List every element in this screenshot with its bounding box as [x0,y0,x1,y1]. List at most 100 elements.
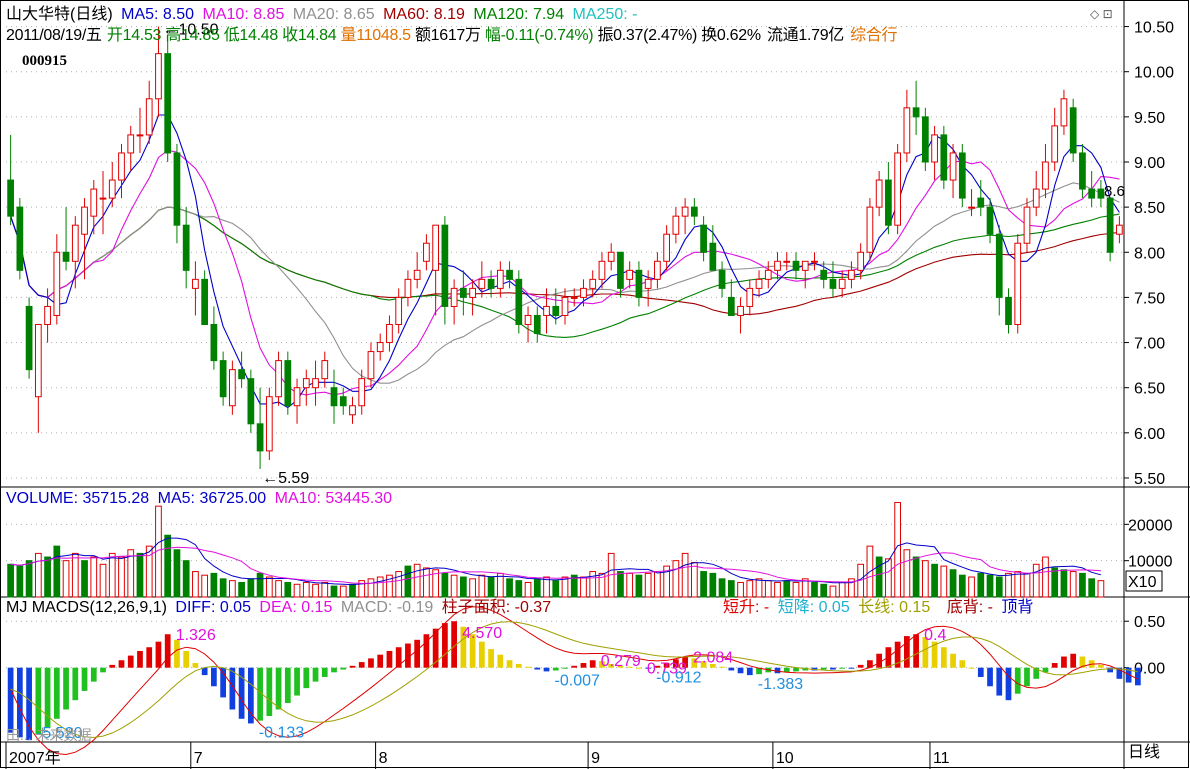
candle-body [201,278,209,325]
macd-histogram-bar [451,621,457,668]
candle [127,125,135,172]
macd-histogram-bar [164,634,171,668]
candle-body [709,242,717,271]
candle [783,252,791,271]
volume-bar [182,560,190,598]
quote-low: 低14.48 [223,27,279,44]
candle [1097,180,1105,208]
volume-bar [912,556,920,598]
candle-body [903,107,911,154]
macd-histogram-bar [515,663,522,668]
window-controls-icon[interactable]: ◇ ⊡ [1090,7,1113,21]
candle [820,261,828,289]
candle-body [977,197,985,208]
candle [912,80,920,135]
candle [866,198,874,262]
macd-histogram-bar [894,641,901,668]
candle [459,270,467,316]
candle-body [515,278,523,325]
candle [330,369,338,424]
candle-body [866,206,874,253]
volume-bar [358,580,366,598]
macd-histogram-bar [1051,663,1058,668]
quote-float: 流通1.79亿 [766,27,844,44]
candle-body [450,287,458,307]
volume-bar [635,574,643,598]
macd-histogram-bar [663,663,670,668]
macd-dea-line [10,621,1139,739]
volume-bar [192,571,199,598]
volume-bar [238,581,245,598]
candle [1005,288,1012,334]
candle [1042,143,1049,199]
candle-body [921,116,929,163]
volume-bar [700,571,707,598]
volume-bar [977,572,985,598]
macd-histogram-bar [266,667,273,716]
macd-histogram-bar [1116,667,1123,679]
volume-bar [617,571,624,598]
macd-histogram-bar [90,667,97,682]
quote-open: 开14.53 [106,27,162,44]
macd-macd: MACD: -0.19 [340,599,434,616]
candle [885,161,892,235]
volume-bar [1023,572,1031,598]
candle-body [293,387,301,407]
macd-histogram-bar [580,663,587,668]
macd-histogram-bar [7,667,14,733]
volume-bar [90,556,98,598]
candle [450,279,458,325]
candle-body [746,287,754,307]
period-label[interactable]: 日线 [1128,744,1161,761]
candle-body [118,152,125,181]
candle-body [949,152,957,181]
volume-bar [1069,571,1077,598]
macd-histogram-bar [386,650,393,668]
macd-area-label: 0.4 [924,627,946,644]
volume-bar [496,572,504,598]
candle [848,261,855,289]
min-price-marker: ←5.59 [262,470,309,487]
volume-bar [1079,572,1086,598]
volume-bar [727,580,735,598]
price-tick-label: 9.00 [1134,155,1165,172]
candle-body [995,233,1003,298]
macd-histogram-bar [1005,667,1012,701]
candle-body [829,278,837,289]
candle [358,369,366,415]
candle [921,107,929,172]
candle [16,198,24,280]
macd-histogram-bar [1070,653,1077,668]
candle [1106,197,1114,262]
candle [690,198,698,226]
volume-bar [903,549,911,598]
candle [99,171,107,235]
composite-link[interactable]: 综合行 [850,27,898,44]
macd-histogram-bar [1061,656,1067,668]
volume-bar [755,578,763,598]
ma20-legend: MA20: 8.65 [292,6,375,23]
candle [968,189,975,217]
candle-body [386,323,393,344]
macd-area-label: -5.520 [37,725,82,742]
volume-bar [1097,580,1105,598]
candle [561,288,569,325]
volume-bar [968,576,975,598]
candle [118,143,125,199]
candle-body [81,206,88,235]
macd-histogram-bar [81,667,88,691]
volume-bar [1032,563,1040,598]
candle-body [598,260,606,280]
macd-diff: DIFF: 0.05 [175,599,251,616]
candle-body [912,107,920,118]
macd-histogram-bar [848,667,855,669]
volume-bar [921,560,929,598]
candle-body [210,323,218,362]
candle [136,107,144,153]
macd-histogram-bar [211,667,217,687]
volume-bar [386,574,393,598]
candle [644,270,652,307]
candle [607,243,615,271]
candle-body [755,278,763,289]
